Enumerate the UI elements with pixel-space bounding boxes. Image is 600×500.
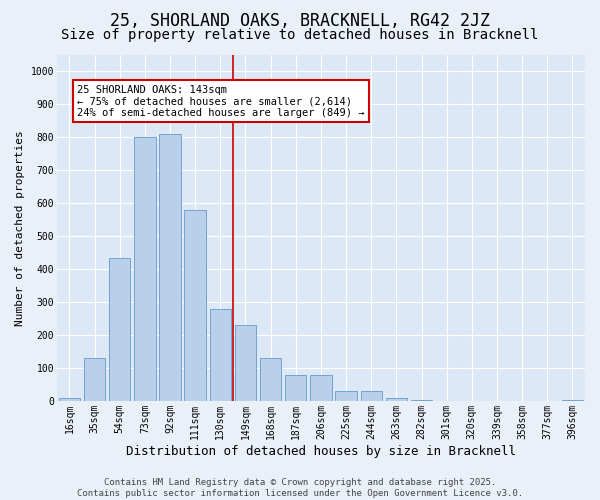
Y-axis label: Number of detached properties: Number of detached properties — [15, 130, 25, 326]
Bar — [235, 325, 256, 401]
Bar — [209, 308, 231, 401]
Bar — [562, 400, 583, 401]
Bar — [285, 374, 307, 401]
X-axis label: Distribution of detached houses by size in Bracknell: Distribution of detached houses by size … — [126, 444, 516, 458]
Bar — [335, 391, 357, 401]
Bar — [84, 358, 105, 401]
Bar — [310, 374, 332, 401]
Bar — [59, 398, 80, 401]
Bar — [160, 134, 181, 401]
Text: 25, SHORLAND OAKS, BRACKNELL, RG42 2JZ: 25, SHORLAND OAKS, BRACKNELL, RG42 2JZ — [110, 12, 490, 30]
Bar — [260, 358, 281, 401]
Bar — [386, 398, 407, 401]
Bar — [134, 138, 155, 401]
Bar — [184, 210, 206, 401]
Text: 25 SHORLAND OAKS: 143sqm
← 75% of detached houses are smaller (2,614)
24% of sem: 25 SHORLAND OAKS: 143sqm ← 75% of detach… — [77, 84, 364, 118]
Text: Contains HM Land Registry data © Crown copyright and database right 2025.
Contai: Contains HM Land Registry data © Crown c… — [77, 478, 523, 498]
Bar — [411, 400, 432, 401]
Text: Size of property relative to detached houses in Bracknell: Size of property relative to detached ho… — [61, 28, 539, 42]
Bar — [361, 391, 382, 401]
Bar — [109, 258, 130, 401]
